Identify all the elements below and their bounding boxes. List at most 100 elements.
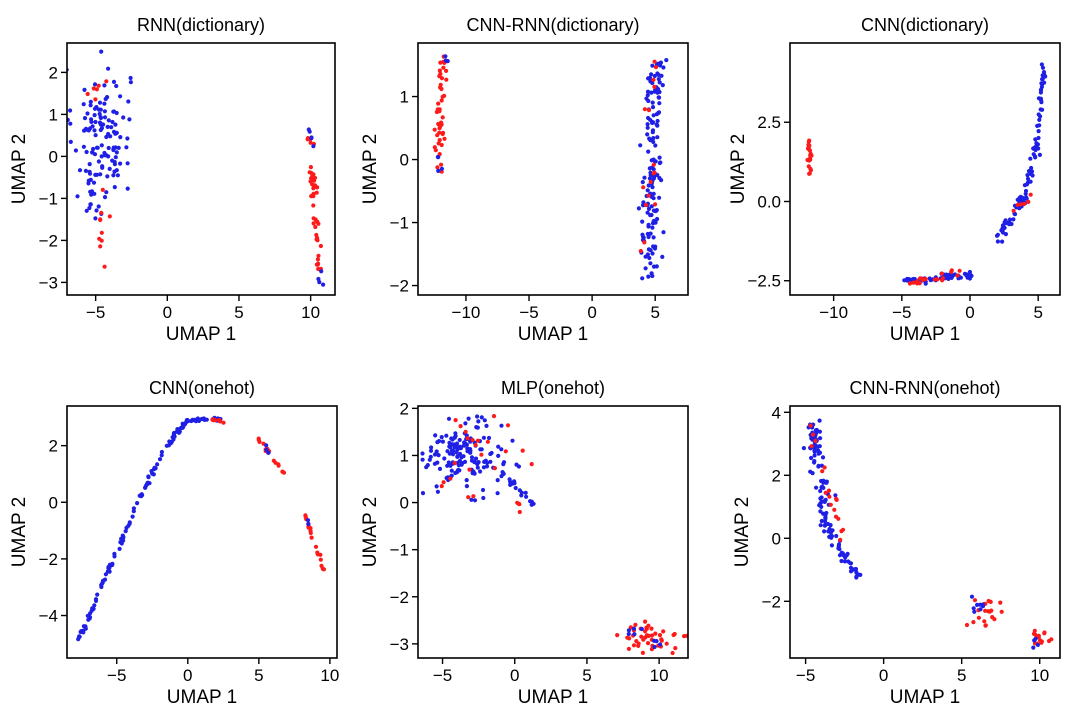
scatter-point-blue bbox=[75, 194, 80, 199]
scatter-point-red bbox=[998, 600, 1003, 605]
scatter-point-blue bbox=[98, 172, 103, 177]
scatter-point-blue bbox=[640, 180, 645, 185]
plot-frame bbox=[789, 42, 1061, 296]
scatter-point-blue bbox=[656, 95, 661, 100]
scatter-point-red bbox=[439, 162, 444, 167]
scatter-point-blue bbox=[115, 173, 120, 178]
scatter-point-red bbox=[311, 192, 316, 197]
scatter-point-blue bbox=[99, 49, 104, 54]
scatter-point-blue bbox=[648, 79, 653, 84]
scatter-point-blue bbox=[510, 481, 515, 486]
scatter-point-blue bbox=[99, 143, 104, 148]
scatter-point-red bbox=[104, 79, 109, 84]
scatter-point-blue bbox=[994, 233, 1000, 238]
scatter-point-blue bbox=[1039, 62, 1044, 67]
scatter-point-blue bbox=[68, 121, 73, 126]
scatter-point-blue bbox=[68, 139, 73, 144]
scatter-point-red bbox=[316, 221, 321, 226]
scatter-point-red bbox=[503, 449, 508, 454]
scatter-point-blue bbox=[501, 471, 506, 476]
scatter-point-blue bbox=[829, 535, 834, 540]
scatter-point-red bbox=[643, 629, 648, 634]
scatter-point-blue bbox=[499, 423, 504, 428]
scatter-point-blue bbox=[823, 497, 828, 502]
scatter-point-red bbox=[808, 153, 813, 158]
scatter-point-blue bbox=[842, 559, 848, 564]
scatter-point-blue bbox=[131, 506, 136, 511]
scatter-point-blue bbox=[812, 449, 817, 454]
scatter-point-blue bbox=[93, 597, 99, 602]
chart-title: RNN(dictionary) bbox=[137, 15, 265, 35]
scatter-point-blue bbox=[651, 191, 656, 196]
scatter-point-red bbox=[653, 202, 658, 207]
scatter-point-blue bbox=[488, 459, 493, 464]
x-tick-label: 10 bbox=[650, 666, 669, 685]
scatter-point-red bbox=[653, 65, 659, 70]
scatter-point-red bbox=[633, 622, 638, 628]
scatter-point-blue bbox=[84, 149, 89, 155]
scatter-point-blue bbox=[812, 460, 817, 465]
scatter-point-blue bbox=[812, 453, 817, 458]
x-tick-label: −5 bbox=[892, 303, 911, 322]
scatter-point-blue bbox=[969, 594, 975, 599]
scatter-point-red bbox=[471, 494, 476, 499]
scatter-point-blue bbox=[420, 451, 425, 456]
scatter-point-blue bbox=[309, 136, 314, 141]
scatter-point-red bbox=[990, 615, 995, 620]
scatter-point-red bbox=[1022, 201, 1027, 206]
scatter-point-red bbox=[314, 262, 319, 267]
scatter-point-red bbox=[321, 567, 326, 572]
scatter-point-blue bbox=[904, 278, 910, 283]
scatter-point-red bbox=[642, 107, 648, 112]
chart-panel-1: RNN(dictionary) −5 0 5 10 −3 −2 −1 0 1 2 UMAP 1 UMAP… bbox=[9, 15, 336, 345]
scatter-point-blue bbox=[645, 93, 650, 98]
scatter-point-blue bbox=[196, 418, 202, 423]
scatter-point-blue bbox=[854, 570, 859, 575]
scatter-point-blue bbox=[1036, 96, 1041, 101]
scatter-point-blue bbox=[266, 450, 271, 455]
scatter-point-blue bbox=[1033, 137, 1038, 142]
scatter-point-red bbox=[440, 130, 446, 135]
y-tick-label: 1 bbox=[400, 446, 409, 465]
scatter-point-blue bbox=[971, 606, 976, 611]
scatter-point-blue bbox=[967, 276, 973, 281]
scatter-point-blue bbox=[452, 445, 457, 450]
scatter-point-red bbox=[982, 619, 987, 624]
scatter-point-blue bbox=[87, 169, 92, 174]
scatter-point-blue bbox=[440, 439, 445, 444]
scatter-point-blue bbox=[87, 205, 92, 211]
scatter-point-red bbox=[307, 170, 312, 175]
scatter-point-blue bbox=[189, 418, 194, 424]
scatter-point-blue bbox=[449, 448, 455, 453]
scatter-point-red bbox=[439, 86, 444, 92]
scatter-point-blue bbox=[123, 529, 128, 534]
y-tick-label: −2 bbox=[390, 277, 409, 296]
scatter-point-blue bbox=[442, 456, 447, 461]
scatter-point-blue bbox=[658, 160, 663, 165]
scatter-point-blue bbox=[650, 119, 655, 124]
scatter-point-blue bbox=[496, 453, 501, 458]
scatter-point-blue bbox=[432, 461, 437, 466]
scatter-point-red bbox=[1015, 202, 1020, 207]
scatter-point-red bbox=[520, 448, 525, 453]
scatter-point-blue bbox=[264, 443, 269, 448]
scatter-point-blue bbox=[449, 436, 454, 441]
scatter-point-red bbox=[983, 623, 988, 628]
plot-frame bbox=[789, 405, 1061, 659]
scatter-point-blue bbox=[457, 437, 462, 443]
scatter-point-red bbox=[441, 65, 446, 70]
scatter-point-blue bbox=[109, 125, 114, 130]
scatter-point-blue bbox=[464, 484, 469, 489]
scatter-point-blue bbox=[1031, 645, 1036, 650]
scatter-point-blue bbox=[135, 501, 140, 506]
y-tick-label: −2 bbox=[39, 550, 58, 569]
scatter-point-red bbox=[907, 281, 913, 286]
scatter-point-blue bbox=[104, 190, 109, 195]
scatter-point-blue bbox=[646, 274, 651, 279]
scatter-point-blue bbox=[1036, 129, 1041, 134]
scatter-point-blue bbox=[822, 519, 828, 524]
y-axis-label: UMAP 2 bbox=[360, 134, 381, 204]
y-tick-label: 0.0 bbox=[757, 192, 781, 211]
scatter-point-blue bbox=[469, 458, 475, 463]
scatter-point-blue bbox=[446, 416, 452, 421]
